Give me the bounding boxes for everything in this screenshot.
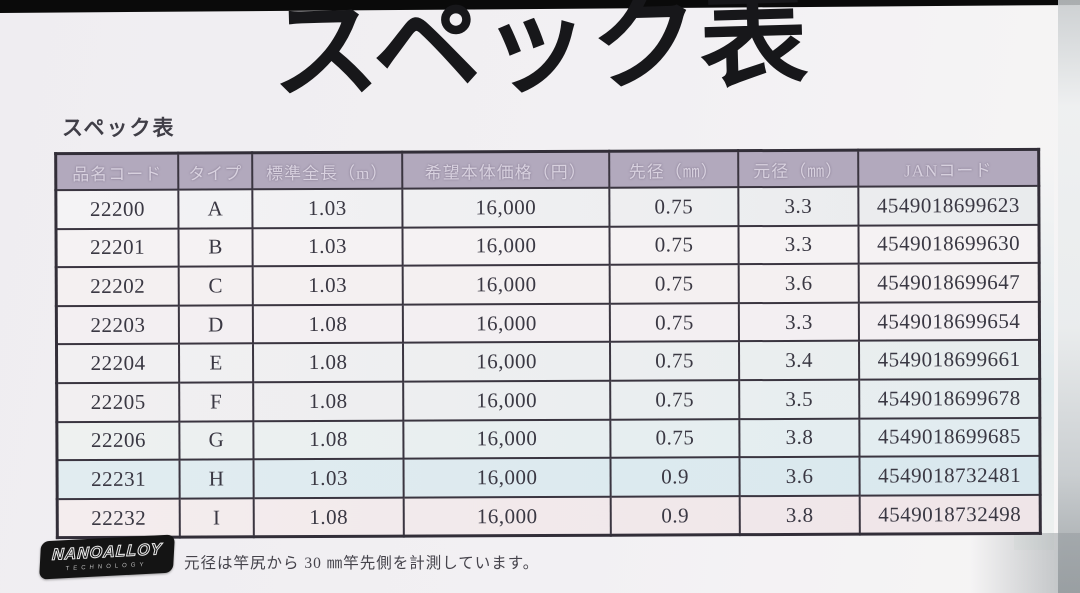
- photo-corner-shadow: [970, 533, 1080, 593]
- table-row: 22232 I 1.08 16,000 0.9 3.8 4549018732498: [57, 494, 1041, 538]
- measurement-note: 元径は竿尻から 30 ㎜竿先側を計測しています。: [184, 555, 540, 572]
- table-row: 22206 G 1.08 16,000 0.75 3.8 4549018699685: [56, 417, 1040, 461]
- column-header: タイプ: [178, 152, 253, 190]
- table-cell: 3.8: [739, 495, 860, 536]
- table-cell: 4549018699685: [859, 417, 1040, 457]
- table-cell: 16,000: [403, 457, 611, 498]
- table-cell: 0.9: [610, 495, 740, 536]
- column-header: 標準全長（m）: [252, 152, 403, 190]
- table-cell: 1.03: [252, 227, 403, 267]
- table-cell: 22200: [55, 189, 179, 229]
- table-cell: 0.75: [610, 380, 740, 420]
- table-cell: H: [179, 459, 254, 499]
- column-header: 元径（㎜）: [738, 150, 859, 188]
- table-row: 22205 F 1.08 16,000 0.75 3.5 4549018699678: [56, 378, 1040, 422]
- table-cell: 1.08: [252, 343, 404, 383]
- table-cell: 4549018699661: [858, 340, 1040, 380]
- table-cell: 22232: [57, 498, 180, 538]
- table-cell: B: [178, 227, 253, 267]
- table-cell: 1.03: [253, 458, 404, 499]
- table-cell: C: [178, 266, 253, 306]
- spec-table: 品名コード タイプ 標準全長（m） 希望本体価格（円） 先径（㎜） 元径（㎜） JANコード…: [54, 147, 1042, 540]
- nanoalloy-logo-subtext: TECHNOLOGY: [65, 561, 148, 572]
- table-cell: G: [179, 420, 254, 460]
- table-row: 22200 A 1.03 16,000 0.75 3.3 4549018699623: [55, 185, 1039, 229]
- table-cell: D: [178, 305, 253, 344]
- table-cell: 4549018732481: [859, 456, 1041, 496]
- table-cell: 0.75: [609, 302, 739, 343]
- table-cell: 3.3: [738, 186, 859, 226]
- table-cell: A: [178, 189, 253, 229]
- table-cell: 0.75: [609, 225, 739, 265]
- table-cell: 4549018699647: [858, 263, 1040, 303]
- table-cell: 22202: [56, 266, 179, 306]
- table-cell: 22201: [55, 228, 179, 268]
- table-cell: 0.75: [609, 264, 739, 304]
- table-cell: 16,000: [402, 303, 610, 344]
- table-cell: 1.08: [253, 497, 404, 538]
- table-row: 22203 D 1.08 16,000 0.75 3.3 4549018699654: [56, 301, 1040, 345]
- table-cell: 3.5: [739, 379, 860, 419]
- table-cell: 16,000: [402, 226, 610, 266]
- table-cell: 4549018732498: [859, 494, 1041, 535]
- table-cell: 4549018699678: [859, 378, 1040, 419]
- table-cell: 16,000: [402, 342, 611, 382]
- table-cell: 3.6: [738, 263, 859, 303]
- table-cell: E: [178, 343, 254, 383]
- table-cell: 16,000: [402, 264, 610, 305]
- table-cell: 3.3: [738, 225, 859, 265]
- table-cell: I: [179, 498, 254, 538]
- table-cell: 22205: [56, 382, 180, 422]
- table-header-row: 品名コード タイプ 標準全長（m） 希望本体価格（円） 先径（㎜） 元径（㎜） JANコード: [55, 149, 1039, 191]
- table-cell: 3.3: [738, 302, 859, 342]
- table-cell: 4549018699623: [858, 185, 1039, 226]
- table-cell: 3.4: [738, 341, 860, 381]
- column-header: 先径（㎜）: [609, 150, 739, 188]
- table-caption: スペック表: [62, 117, 176, 140]
- table-cell: 1.08: [252, 304, 403, 344]
- table-cell: 1.08: [253, 381, 404, 421]
- nanoalloy-logo-text: NANOALLOY: [51, 540, 163, 564]
- photo-right-edge: [1058, 0, 1080, 593]
- table-row: 22231 H 1.03 16,000 0.9 3.6 4549018732481: [57, 456, 1041, 499]
- page-title: スペック表: [269, 0, 811, 113]
- column-header: 品名コード: [55, 153, 179, 191]
- table-cell: F: [179, 382, 254, 422]
- table-cell: 16,000: [403, 419, 611, 459]
- table-cell: 3.8: [739, 418, 860, 458]
- table-cell: 4549018699654: [858, 301, 1040, 342]
- table-cell: 16,000: [403, 496, 611, 537]
- nanoalloy-logo: NANOALLOY TECHNOLOGY: [39, 534, 175, 580]
- table-cell: 1.03: [252, 265, 403, 306]
- table-cell: 3.6: [739, 456, 860, 496]
- table-row: 22204 E 1.08 16,000 0.75 3.4 4549018699661: [56, 340, 1040, 384]
- table-cell: 0.75: [609, 341, 740, 381]
- column-header: 希望本体価格（円）: [402, 151, 610, 189]
- table-cell: 4549018699630: [858, 224, 1040, 264]
- table-cell: 22204: [56, 343, 180, 384]
- column-header: JANコード: [858, 149, 1039, 187]
- table-cell: 16,000: [403, 380, 611, 421]
- table-cell: 22231: [57, 459, 180, 499]
- table-cell: 0.9: [610, 457, 740, 497]
- table-cell: 16,000: [402, 187, 610, 228]
- table-row: 22202 C 1.03 16,000 0.75 3.6 4549018699647: [56, 263, 1040, 306]
- table-row: 22201 B 1.03 16,000 0.75 3.3 4549018699630: [55, 224, 1040, 268]
- table-cell: 0.75: [610, 418, 740, 458]
- table-cell: 22203: [56, 305, 179, 345]
- table-cell: 1.08: [253, 420, 404, 460]
- spec-table-body: 22200 A 1.03 16,000 0.75 3.3 4549018699623 2220…: [55, 185, 1041, 538]
- table-cell: 22206: [56, 421, 180, 461]
- table-cell: 1.03: [252, 188, 403, 228]
- table-cell: 0.75: [609, 187, 739, 227]
